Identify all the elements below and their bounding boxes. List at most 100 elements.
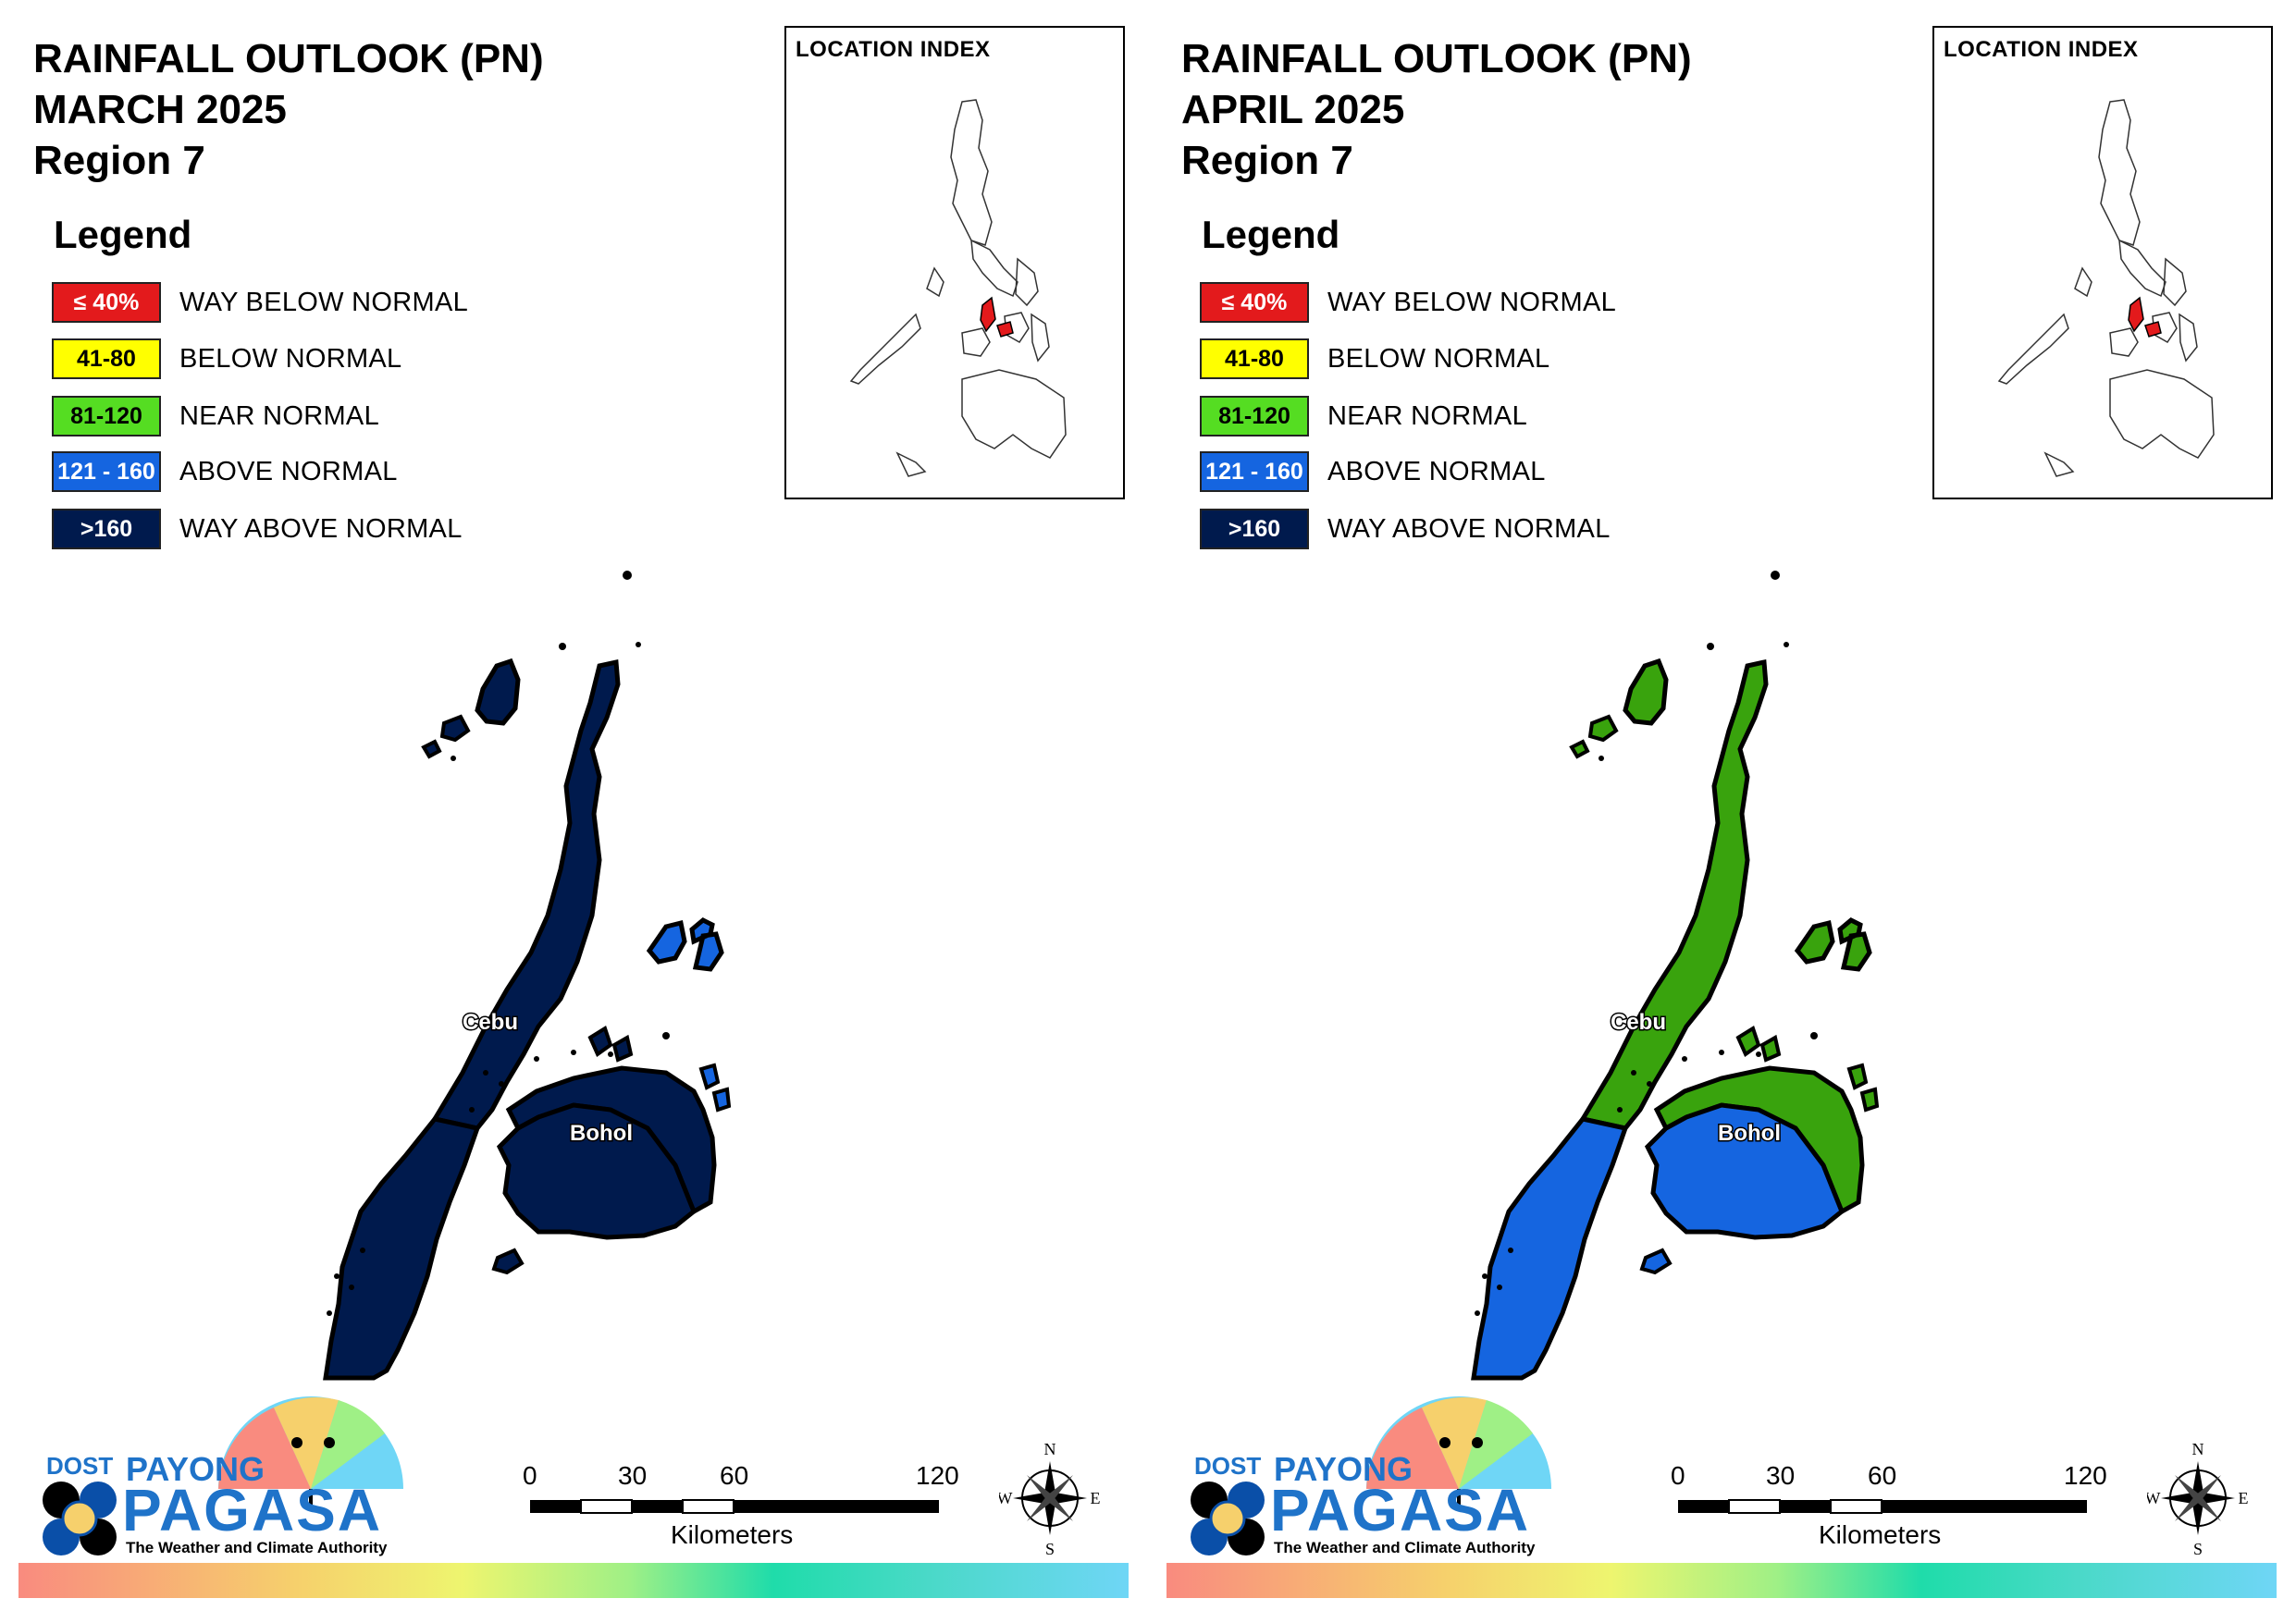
legend-heading: Legend <box>54 213 192 256</box>
bantayan-island <box>475 658 521 726</box>
legend-swatch: 81-120 <box>1200 396 1309 436</box>
legend-item-near: 81-120 NEAR NORMAL <box>1200 396 1755 438</box>
legend-item-way-above: >160 WAY ABOVE NORMAL <box>52 509 607 551</box>
legend-item-way-below: ≤ 40% WAY BELOW NORMAL <box>52 282 607 325</box>
dost-payong-pagasa-logo: DOST PAYONG PAGASA The Weather and Clima… <box>33 1387 403 1572</box>
compass-n: N <box>1044 1440 1056 1458</box>
legend-item-above: 121 - 160 ABOVE NORMAL <box>52 451 607 494</box>
compass-e: E <box>1091 1489 1101 1507</box>
legend-swatch: 121 - 160 <box>1200 451 1309 492</box>
compass-e: E <box>2239 1489 2249 1507</box>
legend-swatch: 41-80 <box>52 338 161 379</box>
tagline-text: The Weather and Climate Authority <box>126 1539 388 1556</box>
title-line-1: RAINFALL OUTLOOK (PN) <box>1181 36 1692 81</box>
bohol-label: Bohol <box>570 1121 633 1146</box>
scale-tick-120: 120 <box>2064 1461 2107 1490</box>
dost-payong-pagasa-logo: DOST PAYONG PAGASA The Weather and Clima… <box>1181 1387 1551 1572</box>
scale-bar: 0 30 60 120 Kilometers <box>1671 1461 2115 1563</box>
scale-tick-0: 0 <box>523 1461 537 1490</box>
bohol-east-islets <box>698 1063 732 1113</box>
legend-item-way-above: >160 WAY ABOVE NORMAL <box>1200 509 1755 551</box>
inset-title: LOCATION INDEX <box>1944 37 2139 62</box>
payong-text: PAYONG <box>1274 1450 1413 1488</box>
scale-tick-60: 60 <box>720 1461 749 1490</box>
location-index-inset: LOCATION INDEX <box>784 26 1125 499</box>
region-7-map: Cebu Bohol <box>1471 571 1880 1381</box>
legend-swatch: ≤ 40% <box>52 282 161 323</box>
legend-swatch: 81-120 <box>52 396 161 436</box>
legend-swatch: 41-80 <box>1200 338 1309 379</box>
bohol-east-islets <box>1846 1063 1880 1113</box>
compass-rose-icon: N S E W <box>997 1440 1101 1558</box>
legend-label: WAY ABOVE NORMAL <box>1327 514 1611 544</box>
philippines-outline-map <box>849 99 1067 477</box>
bohol-label: Bohol <box>1718 1121 1781 1146</box>
compass-n: N <box>2192 1440 2204 1458</box>
legend-item-way-below: ≤ 40% WAY BELOW NORMAL <box>1200 282 1755 325</box>
pamilacan-islets <box>491 1248 525 1275</box>
legend-item-below: 41-80 BELOW NORMAL <box>52 338 607 381</box>
legend-label: WAY ABOVE NORMAL <box>179 514 463 544</box>
legend-label: NEAR NORMAL <box>1327 401 1527 431</box>
compass-s: S <box>2193 1540 2203 1558</box>
cebu-north <box>431 658 621 1131</box>
color-strip <box>19 1563 1129 1598</box>
north-arrow: N S E W <box>2145 1438 2249 1563</box>
scale-unit: Kilometers <box>671 1520 794 1549</box>
map-title: RAINFALL OUTLOOK (PN) APRIL 2025 Region … <box>1181 33 1692 186</box>
olango-islets <box>587 1025 634 1063</box>
scale-tick-30: 30 <box>618 1461 648 1490</box>
legend-swatch: ≤ 40% <box>1200 282 1309 323</box>
scale-bar: 0 30 60 120 Kilometers <box>523 1461 967 1563</box>
pagasa-text: PAGASA <box>122 1477 383 1543</box>
legend-label: BELOW NORMAL <box>179 344 402 374</box>
scale-tick-30: 30 <box>1766 1461 1796 1490</box>
legend-label: NEAR NORMAL <box>179 401 379 431</box>
legend-swatch: >160 <box>52 509 161 549</box>
title-line-2: MARCH 2025 <box>33 87 287 132</box>
title-line-3: Region 7 <box>1181 138 1353 183</box>
compass-s: S <box>1045 1540 1055 1558</box>
title-line-3: Region 7 <box>33 138 205 183</box>
umbrella-icon <box>218 1396 403 1507</box>
dost-emblem-icon <box>43 1482 117 1555</box>
camotes-islands <box>1794 917 1872 972</box>
region-7-map: Cebu Bohol <box>323 571 732 1381</box>
dost-text: DOST <box>1194 1452 1262 1480</box>
legend-label: ABOVE NORMAL <box>179 457 398 486</box>
daanbantayan-islets <box>1569 714 1619 759</box>
legend-item-below: 41-80 BELOW NORMAL <box>1200 338 1755 381</box>
tagline-text: The Weather and Climate Authority <box>1274 1539 1536 1556</box>
legend-swatch: 121 - 160 <box>52 451 161 492</box>
payong-text: PAYONG <box>126 1450 265 1488</box>
legend-item-near: 81-120 NEAR NORMAL <box>52 396 607 438</box>
location-index-inset: LOCATION INDEX <box>1932 26 2273 499</box>
legend-label: ABOVE NORMAL <box>1327 457 1546 486</box>
title-line-1: RAINFALL OUTLOOK (PN) <box>33 36 544 81</box>
compass-rose-icon: N S E W <box>2145 1440 2249 1558</box>
scale-unit: Kilometers <box>1819 1520 1942 1549</box>
legend-heading: Legend <box>1202 213 1340 256</box>
umbrella-icon <box>1366 1396 1551 1507</box>
cebu-label: Cebu <box>1611 1010 1666 1035</box>
cebu-label: Cebu <box>463 1010 518 1035</box>
legend-label: WAY BELOW NORMAL <box>179 288 469 317</box>
legend-item-above: 121 - 160 ABOVE NORMAL <box>1200 451 1755 494</box>
legend-label: BELOW NORMAL <box>1327 344 1550 374</box>
scale-bar-graphic <box>1678 1499 2087 1514</box>
bantayan-island <box>1623 658 1669 726</box>
pamilacan-islets <box>1639 1248 1673 1275</box>
dost-text: DOST <box>46 1452 114 1480</box>
map-title: RAINFALL OUTLOOK (PN) MARCH 2025 Region … <box>33 33 544 186</box>
pagasa-text: PAGASA <box>1270 1477 1531 1543</box>
scale-bar-graphic <box>530 1499 939 1514</box>
outlook-panel-april: RAINFALL OUTLOOK (PN) APRIL 2025 Region … <box>1148 0 2296 1623</box>
camotes-islands <box>646 917 724 972</box>
cebu-south <box>323 1116 481 1381</box>
philippines-outline-map <box>1997 99 2215 477</box>
region-7-highlight <box>2128 296 2162 338</box>
legend-label: WAY BELOW NORMAL <box>1327 288 1617 317</box>
daanbantayan-islets <box>421 714 471 759</box>
cebu-north <box>1579 658 1769 1131</box>
outlook-panel-march: RAINFALL OUTLOOK (PN) MARCH 2025 Region … <box>19 26 1129 1598</box>
